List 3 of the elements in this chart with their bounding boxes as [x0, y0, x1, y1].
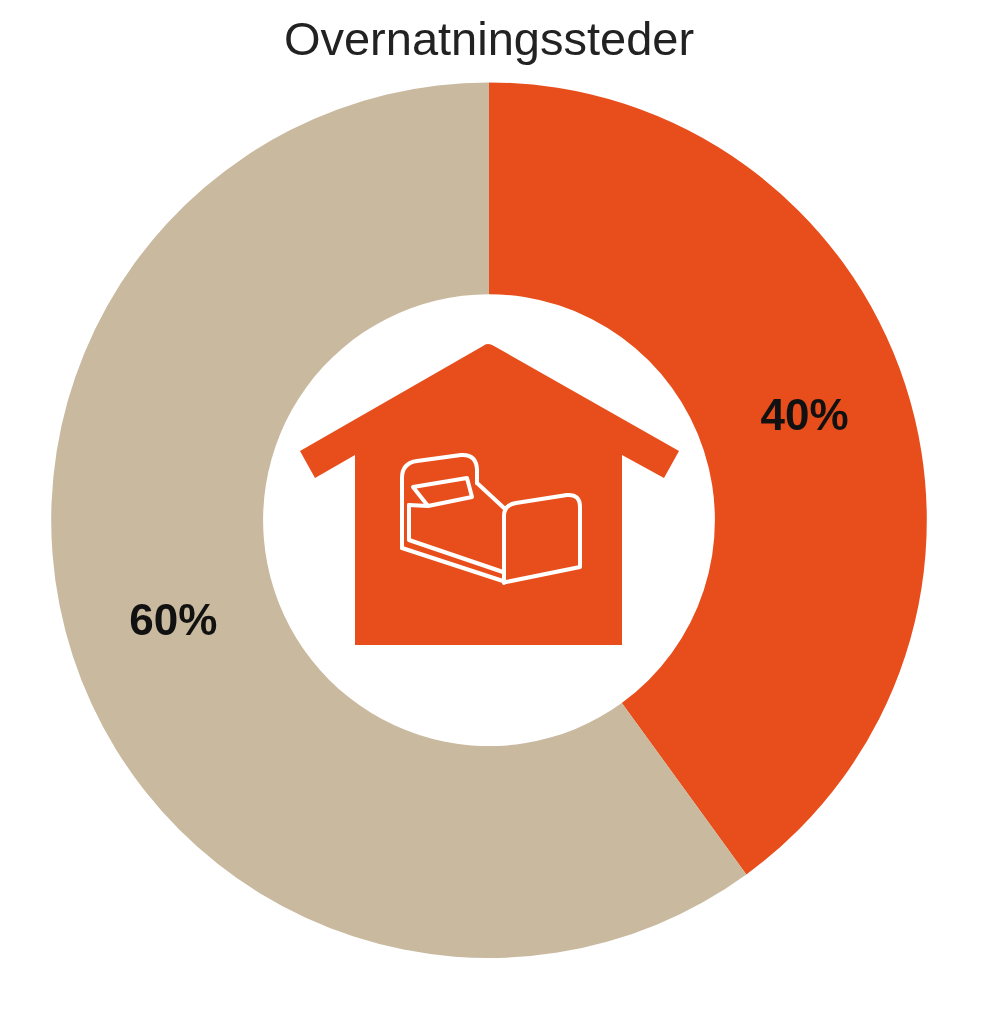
data-label: 40%	[760, 389, 849, 439]
data-label: 60%	[129, 594, 218, 644]
chart-title: Overnatningssteder	[283, 12, 695, 66]
